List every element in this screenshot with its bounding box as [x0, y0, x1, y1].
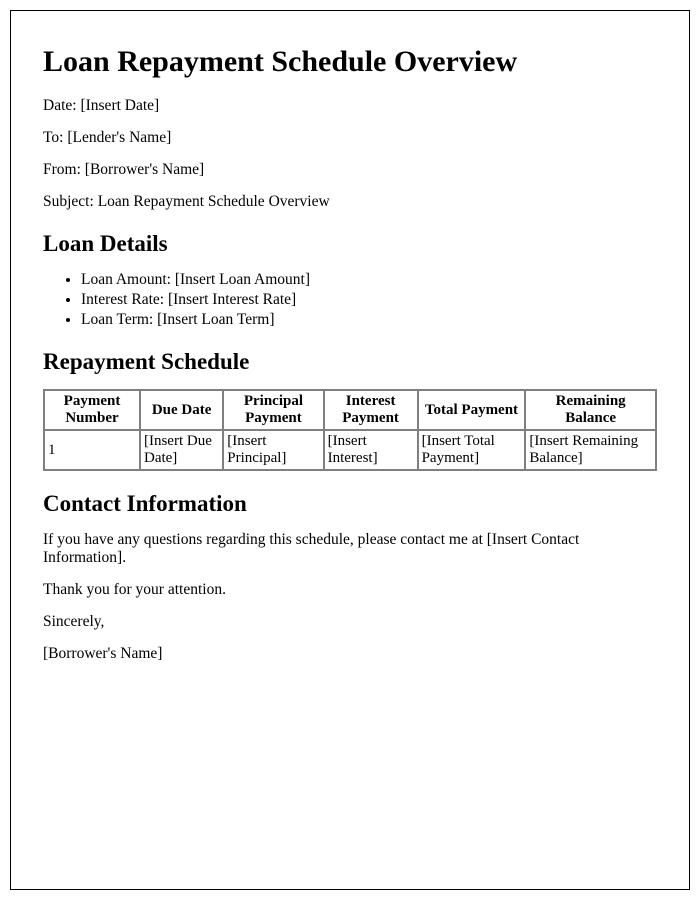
to-value: [Lender's Name] [67, 129, 171, 146]
loan-details-list: Loan Amount: [Insert Loan Amount] Intere… [43, 271, 657, 329]
list-item: Loan Amount: [Insert Loan Amount] [81, 271, 657, 289]
subject-value: Loan Repayment Schedule Overview [98, 193, 330, 210]
cell-due-date: [Insert Due Date] [140, 430, 223, 470]
date-line: Date: [Insert Date] [43, 97, 657, 115]
loan-term-value: [Insert Loan Term] [157, 311, 274, 328]
col-due-date: Due Date [140, 390, 223, 430]
closing-thanks: Thank you for your attention. [43, 581, 657, 599]
list-item: Loan Term: [Insert Loan Term] [81, 311, 657, 329]
col-interest: Interest Payment [324, 390, 418, 430]
contact-body-suffix: . [122, 549, 126, 566]
closing-signoff: Sincerely, [43, 613, 657, 631]
subject-label: Subject: [43, 193, 94, 210]
interest-rate-label: Interest Rate: [81, 291, 164, 308]
col-principal: Principal Payment [223, 390, 323, 430]
loan-amount-value: [Insert Loan Amount] [175, 271, 310, 288]
interest-rate-value: [Insert Interest Rate] [168, 291, 296, 308]
schedule-table: Payment Number Due Date Principal Paymen… [43, 389, 657, 471]
to-line: To: [Lender's Name] [43, 129, 657, 147]
date-value: [Insert Date] [80, 97, 159, 114]
from-line: From: [Borrower's Name] [43, 161, 657, 179]
col-total: Total Payment [418, 390, 526, 430]
cell-principal: [Insert Principal] [223, 430, 323, 470]
loan-term-label: Loan Term: [81, 311, 153, 328]
contact-body-prefix: If you have any questions regarding this… [43, 531, 487, 548]
loan-details-heading: Loan Details [43, 231, 657, 257]
cell-remaining: [Insert Remaining Balance] [525, 430, 656, 470]
cell-interest: [Insert Interest] [324, 430, 418, 470]
cell-total: [Insert Total Payment] [418, 430, 526, 470]
date-label: Date: [43, 97, 77, 114]
page-title: Loan Repayment Schedule Overview [43, 45, 657, 79]
table-header-row: Payment Number Due Date Principal Paymen… [44, 390, 656, 430]
col-remaining: Remaining Balance [525, 390, 656, 430]
loan-amount-label: Loan Amount: [81, 271, 171, 288]
contact-heading: Contact Information [43, 491, 657, 517]
col-payment-number: Payment Number [44, 390, 140, 430]
from-label: From: [43, 161, 81, 178]
cell-payment-number: 1 [44, 430, 140, 470]
table-row: 1 [Insert Due Date] [Insert Principal] [… [44, 430, 656, 470]
list-item: Interest Rate: [Insert Interest Rate] [81, 291, 657, 309]
schedule-heading: Repayment Schedule [43, 349, 657, 375]
to-label: To: [43, 129, 63, 146]
closing-signature: [Borrower's Name] [43, 645, 657, 663]
from-value: [Borrower's Name] [85, 161, 204, 178]
document-page: Loan Repayment Schedule Overview Date: [… [10, 10, 690, 890]
contact-body: If you have any questions regarding this… [43, 531, 657, 567]
subject-line: Subject: Loan Repayment Schedule Overvie… [43, 193, 657, 211]
